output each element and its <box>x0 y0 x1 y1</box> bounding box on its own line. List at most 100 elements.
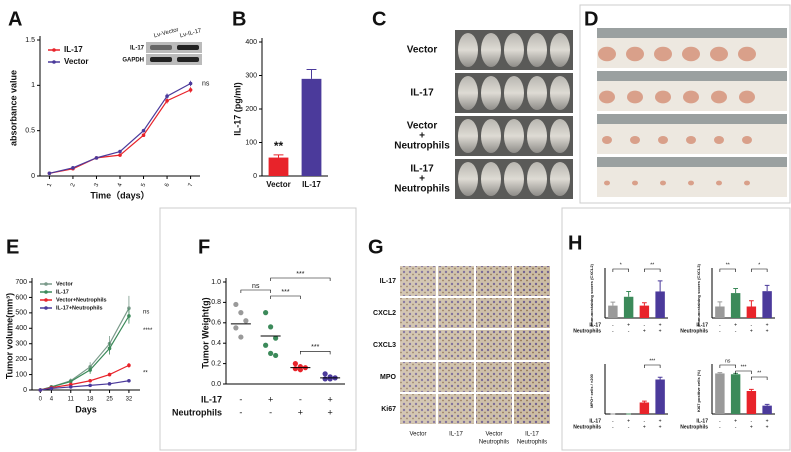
data-point <box>127 363 131 368</box>
column-label: IL-17 <box>449 432 463 438</box>
data-point <box>238 310 244 316</box>
y-axis-label: absorbance value <box>8 70 18 146</box>
y-tick-label: 600 <box>15 294 27 301</box>
blot-band <box>150 45 172 50</box>
x-tick-label: 5 <box>141 182 148 188</box>
tumor <box>660 180 666 186</box>
y-axis-label: MPO+ cells / ×200 <box>589 373 594 408</box>
tumor <box>686 136 696 144</box>
x-tick-label: 6 <box>164 182 171 188</box>
x-tick-label: 32 <box>126 397 133 403</box>
tumor <box>632 180 638 186</box>
error-bar <box>749 388 754 391</box>
blot-band <box>177 45 199 50</box>
condition-sign: - <box>735 424 737 430</box>
ihc-image <box>514 266 550 296</box>
y-tick-label: 400 <box>245 39 257 46</box>
row-label: Vector <box>407 121 438 132</box>
bar <box>639 305 650 318</box>
x-tick-label: 25 <box>106 397 113 403</box>
y-tick-label: 1.5 <box>25 37 35 44</box>
mouse <box>550 119 570 153</box>
y-tick-label: 0 <box>31 173 35 180</box>
ihc-image <box>400 330 436 360</box>
ruler <box>597 71 787 81</box>
data-point <box>233 301 239 308</box>
condition-sign: + <box>659 424 662 430</box>
data-point <box>322 376 328 382</box>
legend-marker <box>44 282 48 286</box>
condition-sign: + <box>766 418 769 424</box>
condition-name: Neutrophils <box>573 328 601 334</box>
condition-sign: - <box>628 328 630 334</box>
condition-sign: - <box>269 407 272 417</box>
ihc-image <box>400 298 436 328</box>
condition-name: Neutrophils <box>573 424 601 430</box>
y-tick-label: 0 <box>253 173 257 180</box>
mouse <box>458 162 478 196</box>
data-point <box>94 156 99 160</box>
data-point <box>38 388 43 392</box>
condition-sign: - <box>719 322 721 328</box>
mouse <box>504 33 524 67</box>
x-tick-label: 2 <box>70 182 77 188</box>
ruler <box>597 114 787 124</box>
ruler <box>597 157 787 167</box>
significance-bracket <box>719 364 736 368</box>
y-tick-label: 0.4 <box>211 340 221 347</box>
error-bar <box>749 300 754 307</box>
error-bar <box>657 280 663 292</box>
data-point <box>88 383 92 388</box>
x-axis-label: Time（days） <box>90 190 149 200</box>
condition-sign: + <box>268 394 273 404</box>
row-label: Neutrophils <box>394 141 450 152</box>
tumor <box>654 46 672 62</box>
error-bar <box>273 154 284 158</box>
series-line <box>49 89 191 174</box>
error-bar <box>626 290 631 297</box>
data-point <box>188 88 193 92</box>
error-bar <box>717 301 723 307</box>
series-line <box>40 315 130 391</box>
error-bar <box>642 302 647 306</box>
blot-column-label: Lv-Vector <box>153 27 179 39</box>
tumor <box>710 46 728 62</box>
mouse <box>527 119 547 153</box>
y-tick-label: 0.0 <box>211 381 221 388</box>
tumor <box>630 136 640 144</box>
ihc-image <box>400 266 436 296</box>
ihc-image <box>400 394 436 424</box>
legend-label: IL-17+Neutrophils <box>56 305 103 311</box>
x-tick-label: 4 <box>117 182 124 188</box>
ihc-image <box>438 394 474 424</box>
y-axis-label: Tumor Weight(g) <box>200 297 210 368</box>
data-point <box>165 98 169 103</box>
condition-sign: - <box>612 322 614 328</box>
column-label: IL-17 <box>525 432 539 438</box>
legend-marker <box>52 60 56 64</box>
annotation: *** <box>311 344 319 351</box>
significance-bracket <box>644 364 661 368</box>
condition-sign: - <box>719 328 721 334</box>
y-tick-label: 0.6 <box>211 320 221 327</box>
column-label: Neutrophils <box>479 440 509 446</box>
data-point <box>107 346 112 351</box>
bar <box>655 379 665 414</box>
annotation: ns <box>143 310 149 316</box>
annotation: ** <box>274 139 284 153</box>
tumor <box>626 46 644 62</box>
mouse <box>481 162 501 196</box>
blot-column-label: Lv-IL-17 <box>179 28 202 40</box>
tumor <box>711 90 727 104</box>
bar <box>639 402 650 414</box>
row-label: MPO <box>380 374 397 381</box>
tumor <box>627 90 643 104</box>
bar <box>623 296 634 318</box>
tumor <box>682 46 700 62</box>
legend-label: Vector <box>64 57 88 66</box>
data-point <box>127 378 131 383</box>
row-label: IL-17 <box>410 164 434 175</box>
legend-label: IL-17 <box>56 289 69 295</box>
x-tick-label: 4 <box>50 397 54 403</box>
